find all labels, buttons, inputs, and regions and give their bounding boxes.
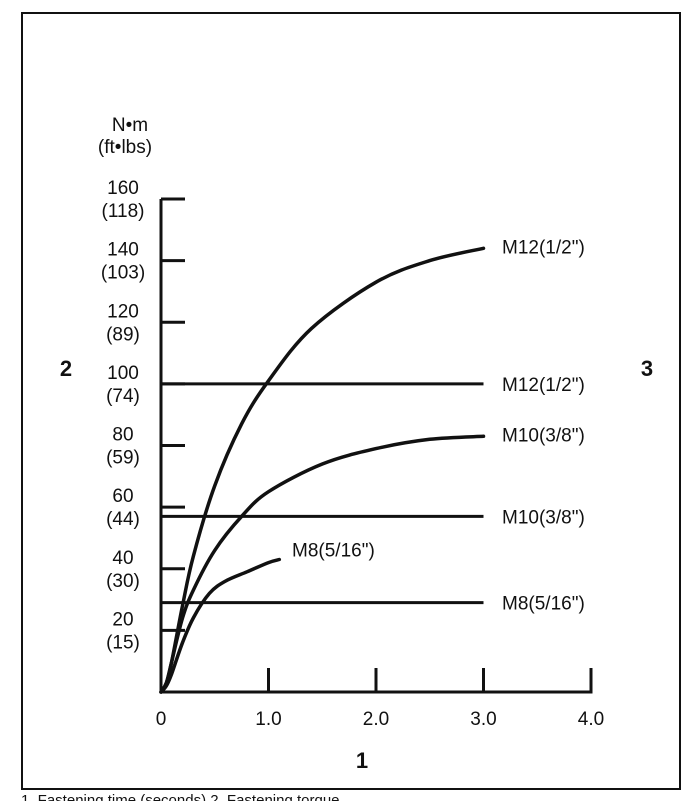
y-tick-label-secondary: (59)	[106, 448, 140, 469]
y-tick-label: 140	[107, 240, 139, 261]
x-tick-label: 0	[156, 709, 167, 730]
curve-label: M12(1/2")	[502, 237, 585, 258]
limit-label: M8(5/16")	[502, 594, 585, 615]
torque-curve	[159, 246, 486, 694]
y-tick-label-secondary: (15)	[106, 632, 140, 653]
x-tick-label: 4.0	[578, 709, 604, 730]
curve-label: M10(3/8")	[502, 425, 585, 446]
y-tick-label: 100	[107, 363, 139, 384]
y-tick-label-secondary: (44)	[106, 509, 140, 530]
y-tick-label-secondary: (74)	[106, 386, 140, 407]
y-unit-primary: N•m	[112, 115, 148, 136]
right-axis-number: 3	[641, 356, 653, 381]
y-tick-label-secondary: (89)	[106, 324, 140, 345]
y-tick-label-secondary: (118)	[102, 201, 145, 222]
torque-curve	[159, 557, 282, 694]
y-tick-label: 60	[112, 486, 133, 507]
x-tick-label: 1.0	[255, 709, 281, 730]
limit-label: M12(1/2")	[502, 375, 585, 396]
y-tick-label-secondary: (103)	[101, 263, 145, 284]
x-tick-label: 3.0	[470, 709, 496, 730]
figure-caption: 1. Fastening time (seconds) 2. Fastening…	[21, 792, 340, 801]
y-tick-label: 40	[112, 548, 133, 569]
torque-curve	[159, 434, 486, 694]
y-unit-secondary: (ft•lbs)	[98, 137, 152, 158]
x-axis-number: 1	[356, 748, 368, 773]
y-tick-label: 160	[107, 178, 139, 199]
y-tick-label: 20	[112, 609, 133, 630]
limit-label: M10(3/8")	[502, 507, 585, 528]
curve-label: M8(5/16")	[292, 541, 375, 562]
y-tick-label: 80	[112, 425, 133, 446]
y-tick-label: 120	[107, 301, 139, 322]
x-tick-label: 2.0	[363, 709, 389, 730]
y-tick-label-secondary: (30)	[106, 571, 140, 592]
y-axis-number: 2	[60, 356, 72, 381]
chart-frame	[21, 12, 681, 790]
